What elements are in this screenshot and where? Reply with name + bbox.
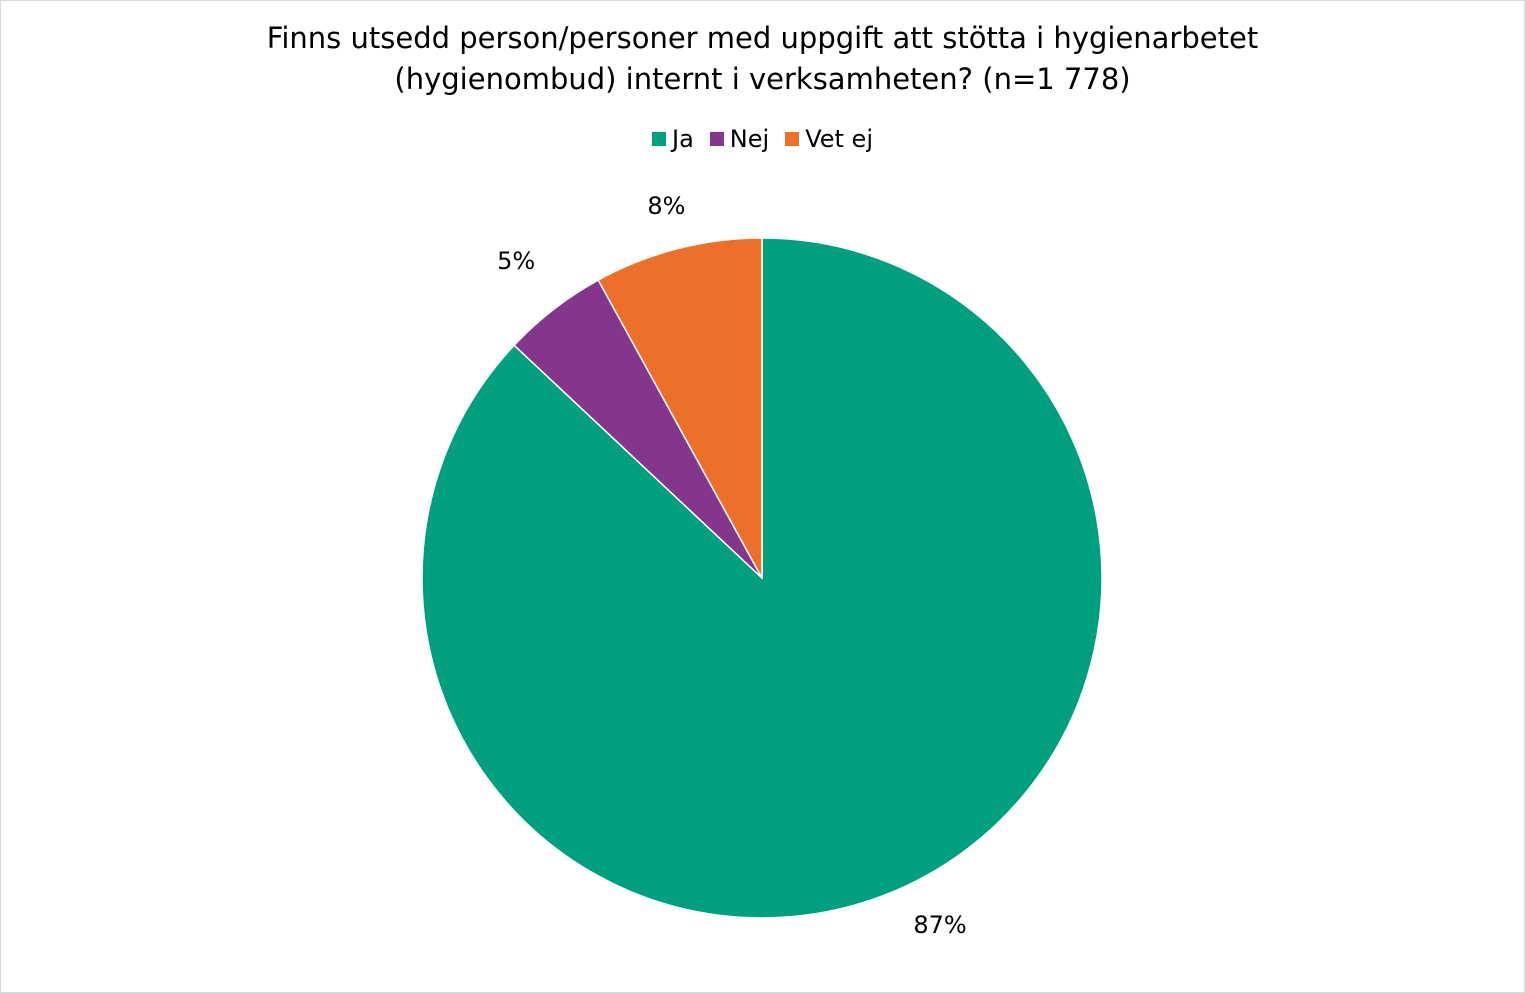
data-label-ja: 87% xyxy=(913,911,966,939)
legend-item-ja: Ja xyxy=(652,123,694,155)
chart-title-line-2: (hygienombud) internt i verksamheten? (n… xyxy=(394,62,1131,96)
legend-label-vet-ej: Vet ej xyxy=(805,125,873,153)
chart-title: Finns utsedd person/personer med uppgift… xyxy=(0,18,1525,100)
chart-title-line-1: Finns utsedd person/personer med uppgift… xyxy=(266,21,1259,55)
legend-swatch-nej xyxy=(709,132,724,146)
legend-swatch-vet-ej xyxy=(785,132,800,146)
pie-slice-vet-ej xyxy=(597,237,763,579)
legend-label-nej: Nej xyxy=(729,125,770,153)
legend-swatch-ja xyxy=(652,132,666,146)
legend-item-vet-ej: Vet ej xyxy=(785,123,873,155)
data-label-nej: 5% xyxy=(497,247,535,275)
chart-legend: Ja Nej Vet ej xyxy=(0,123,1525,155)
data-label-vet-ej: 8% xyxy=(647,192,685,220)
legend-item-nej: Nej xyxy=(709,123,770,155)
legend-label-ja: Ja xyxy=(672,125,694,153)
